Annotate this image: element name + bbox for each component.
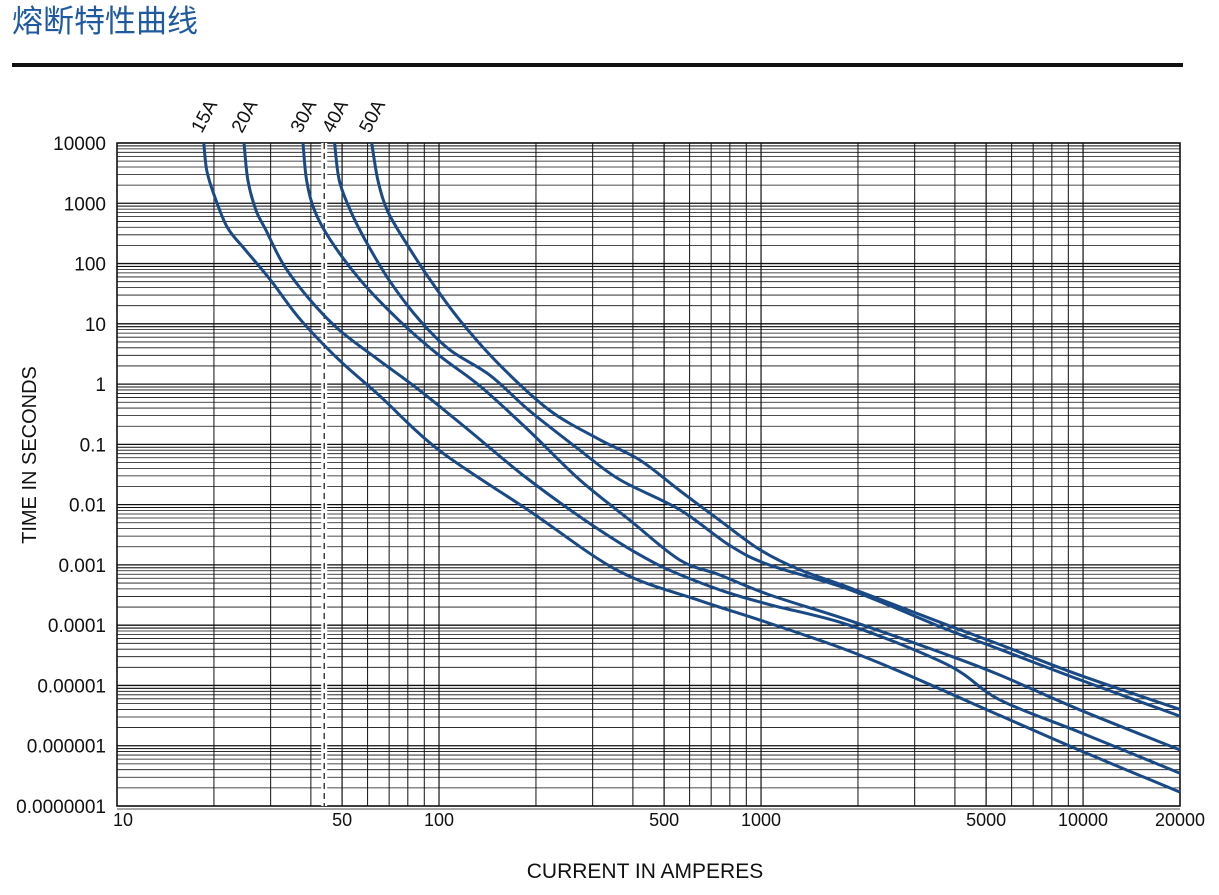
chart-title: 熔断特性曲线 [12,4,198,39]
y-tick-label: 1000 [64,194,106,215]
y-tick-label: 0.1 [80,435,106,456]
y-tick-label: 0.001 [58,556,106,577]
x-tick-label: 20000 [1155,810,1205,830]
series-line [242,142,1181,775]
series-label: 50A [356,96,391,136]
x-tick-label: 5000 [966,810,1006,830]
x-tick-label: 10 [113,810,133,830]
y-tick-label: 10000 [53,134,106,155]
y-tick-label: 1 [95,375,106,396]
series-line [333,142,1181,718]
plot-frame [116,142,1181,807]
x-tick-label: 1000 [741,810,781,830]
series-label: 30A [287,96,322,136]
y-tick-label: 0.000001 [27,737,106,758]
series-line [202,142,1181,794]
y-tick-label: 0.01 [69,496,106,517]
series-line [301,142,1181,752]
series-label: 20A [228,96,263,136]
y-axis-title: TIME IN SECONDS [19,366,41,544]
y-tick-label: 100 [74,255,106,276]
x-tick-label: 10000 [1058,810,1108,830]
y-tick-label: 0.0000001 [16,797,106,818]
y-tick-label: 0.0001 [48,616,106,637]
series-label: 40A [318,96,353,136]
x-axis-title: CURRENT IN AMPERES [527,860,764,883]
x-tick-label: 50 [332,810,352,830]
y-tick-label: 0.00001 [37,676,106,697]
series-label: 15A [188,96,223,136]
y-tick-label: 10 [85,315,106,336]
x-tick-label: 100 [424,810,454,830]
series-line [370,142,1181,711]
title-rule [12,63,1183,67]
x-tick-label: 500 [649,810,679,830]
